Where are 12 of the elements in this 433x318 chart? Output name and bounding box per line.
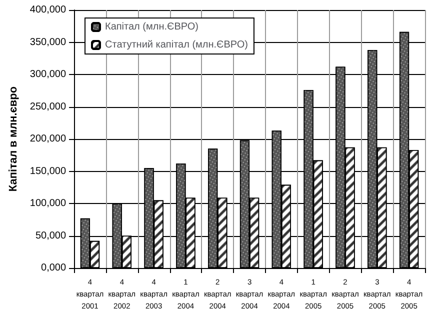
y-tick-label: 400,000	[30, 4, 66, 16]
y-tick-label: 100,000	[30, 198, 66, 209]
y-tick-label: 300,000	[30, 69, 66, 80]
y-tick-label: 50,000	[35, 230, 66, 242]
legend-label: Капітал (млн.ЄВРО)	[105, 22, 198, 32]
y-tick-label: 150,000	[30, 166, 66, 177]
legend-label: Статутний капітал (млн.ЄВРО)	[105, 40, 248, 50]
y-tick-label: 250,000	[30, 101, 66, 112]
y-tick-label: 200,000	[30, 134, 66, 144]
y-tick-label: 0,000	[41, 262, 66, 274]
y-axis-title: Капітал в млн.євро	[8, 86, 20, 192]
y-tick-label: 350,000	[30, 36, 66, 48]
